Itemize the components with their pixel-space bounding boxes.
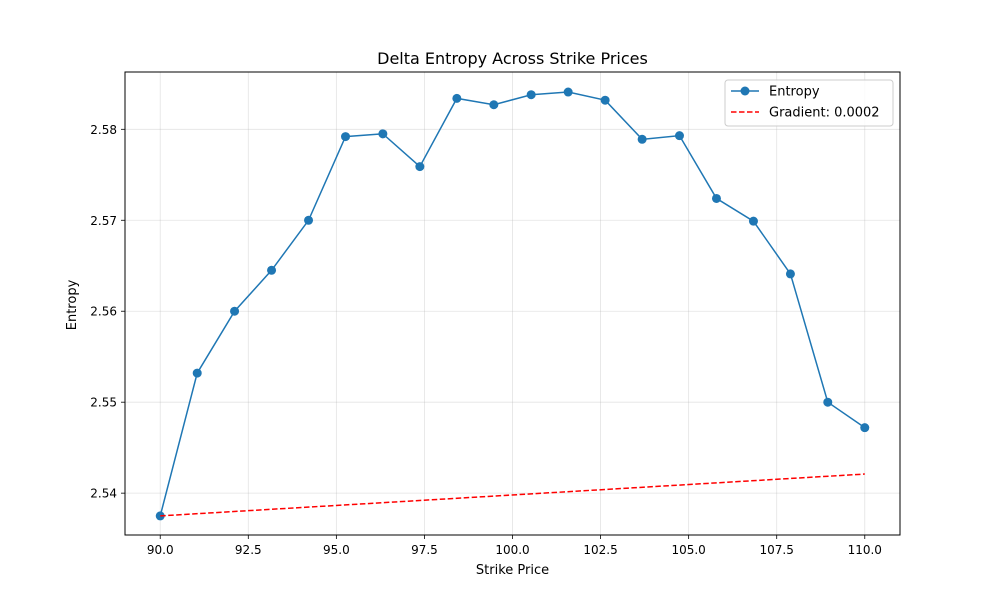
entropy-point	[637, 134, 647, 144]
gradient-line	[160, 473, 865, 517]
plot-series	[155, 87, 870, 521]
entropy-point	[711, 193, 721, 203]
x-tick-label: 107.5	[760, 543, 794, 557]
x-tick-label: 95.0	[323, 543, 350, 557]
y-tick-label: 2.58	[90, 123, 117, 137]
chart-title: Delta Entropy Across Strike Prices	[377, 49, 648, 68]
entropy-point	[748, 216, 758, 226]
legend-entropy-marker	[740, 86, 750, 96]
y-tick-label: 2.56	[90, 305, 117, 319]
entropy-point	[785, 269, 795, 279]
entropy-point	[452, 93, 462, 103]
entropy-point	[230, 306, 240, 316]
legend-gradient-label: Gradient: 0.0002	[769, 106, 880, 121]
grid	[125, 72, 900, 535]
entropy-point	[192, 368, 202, 378]
entropy-point	[674, 131, 684, 141]
legend: Entropy Gradient: 0.0002	[724, 79, 894, 127]
entropy-point	[489, 100, 499, 110]
x-tick-label: 102.5	[583, 543, 617, 557]
entropy-point	[600, 95, 610, 105]
entropy-point	[155, 511, 165, 521]
entropy-point	[823, 397, 833, 407]
y-tick-label: 2.55	[90, 396, 117, 410]
entropy-point	[304, 215, 314, 225]
entropy-point	[415, 162, 425, 172]
x-tick-label: 105.0	[671, 543, 705, 557]
y-tick-label: 2.54	[90, 487, 117, 501]
entropy-point	[267, 265, 277, 275]
entropy-line	[159, 91, 866, 517]
x-axis-ticks: 90.0 92.5 95.0 97.5 100.0 102.5 105.0 107.5 110.…	[147, 535, 882, 557]
y-tick-label: 2.57	[90, 214, 117, 228]
legend-entropy-label: Entropy	[769, 85, 820, 100]
x-tick-label: 90.0	[147, 543, 174, 557]
entropy-point	[860, 423, 870, 433]
x-tick-label: 110.0	[848, 543, 882, 557]
y-axis-ticks: 2.54 2.55 2.56 2.57 2.58	[90, 123, 125, 501]
entropy-point	[526, 90, 536, 100]
x-tick-label: 92.5	[235, 543, 262, 557]
entropy-point	[378, 129, 388, 139]
legend-box	[724, 79, 894, 127]
y-axis-label: Entropy	[65, 279, 80, 330]
entropy-point	[341, 132, 351, 142]
x-tick-label: 97.5	[411, 543, 438, 557]
x-tick-label: 100.0	[495, 543, 529, 557]
x-axis-label: Strike Price	[476, 563, 549, 578]
entropy-point	[563, 87, 573, 97]
